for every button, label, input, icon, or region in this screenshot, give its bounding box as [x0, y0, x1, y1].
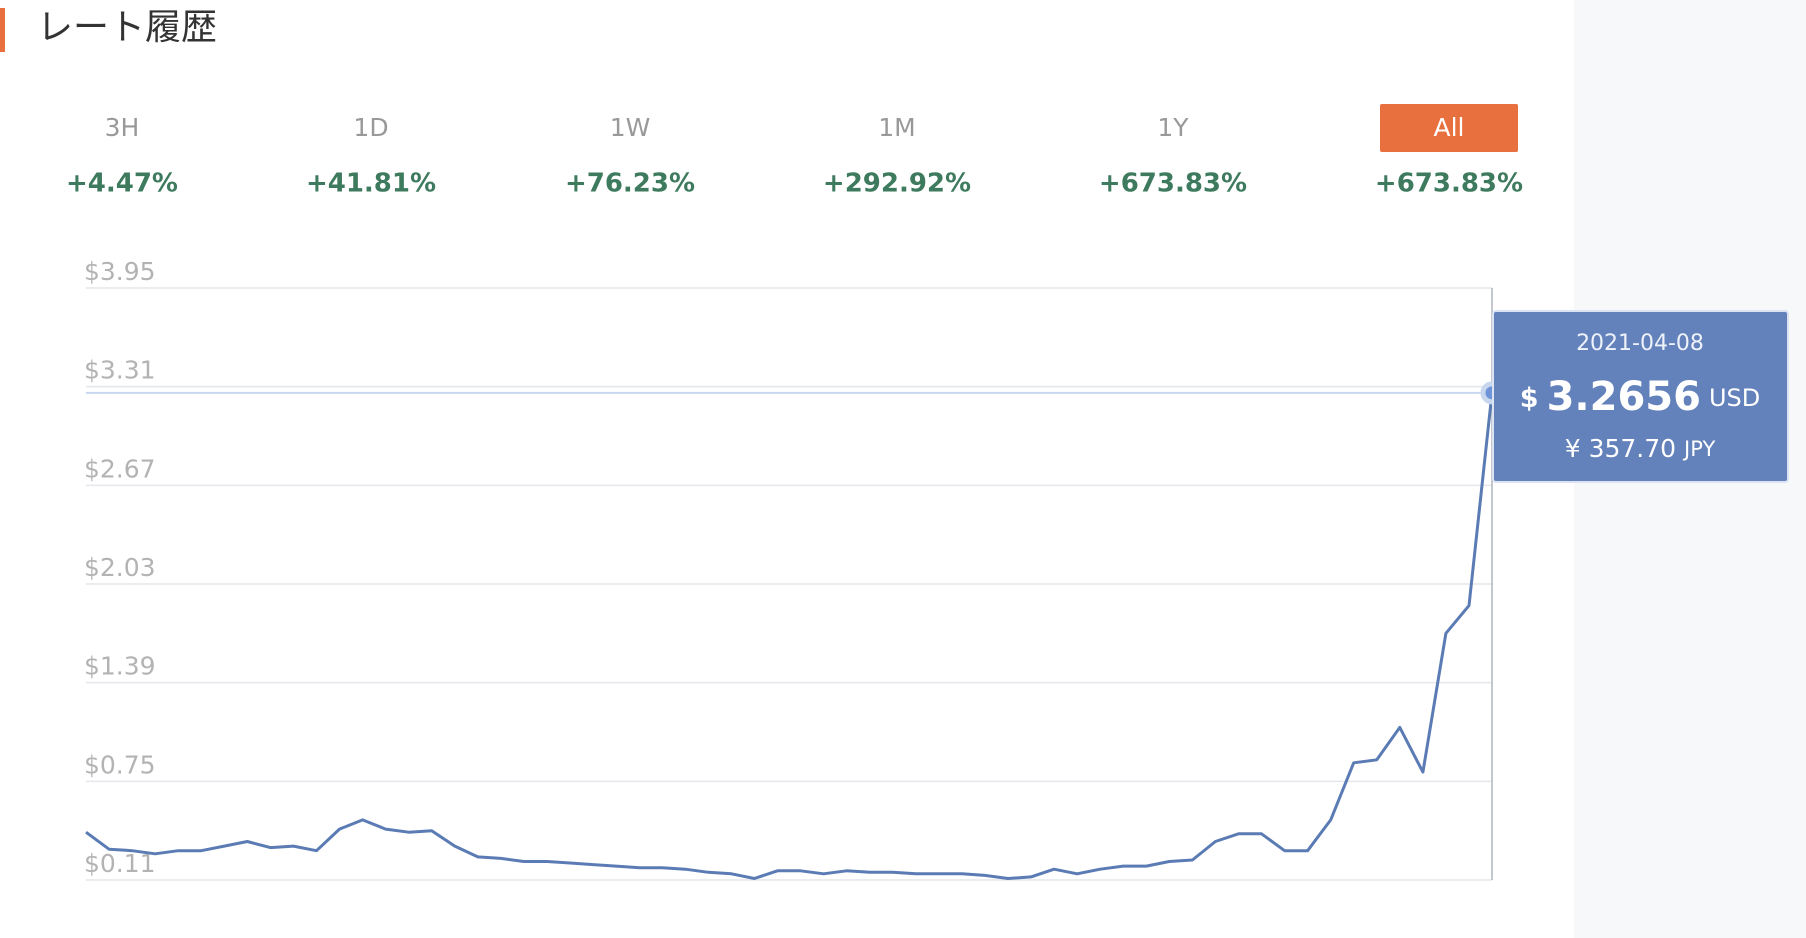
tab-change: +292.92%: [823, 169, 971, 199]
y-tick-label: $2.03: [84, 553, 156, 582]
y-tick-label: $3.31: [84, 356, 156, 385]
price-symbol: $: [1520, 383, 1539, 414]
tab-label[interactable]: 1Y: [1157, 113, 1189, 142]
tooltip-box: [1492, 310, 1789, 483]
tab-label[interactable]: 3H: [105, 113, 140, 142]
tab-label[interactable]: All: [1434, 113, 1465, 142]
tooltip-jpy: ¥ 357.70 JPY: [1565, 434, 1716, 463]
y-tick-label: $1.39: [84, 652, 156, 681]
y-tick-label: $0.11: [84, 849, 156, 878]
section-title: レート履歴: [37, 7, 217, 48]
tab-label[interactable]: 1M: [878, 113, 915, 142]
tooltip-price: $3.2656 USD: [1520, 374, 1760, 420]
price-line: [85, 392, 1494, 880]
tab-change: +4.47%: [66, 169, 178, 199]
tab-change: +76.23%: [565, 169, 695, 199]
tab-change: +673.83%: [1375, 169, 1523, 199]
tab-label[interactable]: 1W: [610, 113, 651, 142]
price-unit: USD: [1709, 384, 1760, 412]
tooltip-date: 2021-04-08: [1576, 331, 1704, 356]
tab-label[interactable]: 1D: [353, 113, 388, 142]
y-tick-label: $0.75: [84, 750, 156, 779]
tab-change: +41.81%: [306, 169, 436, 199]
price-value: 3.2656: [1547, 374, 1701, 420]
jpy-value: ¥ 357.70: [1565, 434, 1676, 463]
title-accent: [0, 8, 5, 52]
tab-change: +673.83%: [1099, 169, 1247, 199]
y-tick-label: $2.67: [84, 454, 156, 483]
y-tick-label: $3.95: [84, 257, 156, 286]
jpy-unit: JPY: [1682, 437, 1715, 461]
tab-active-bg[interactable]: [1380, 104, 1518, 152]
